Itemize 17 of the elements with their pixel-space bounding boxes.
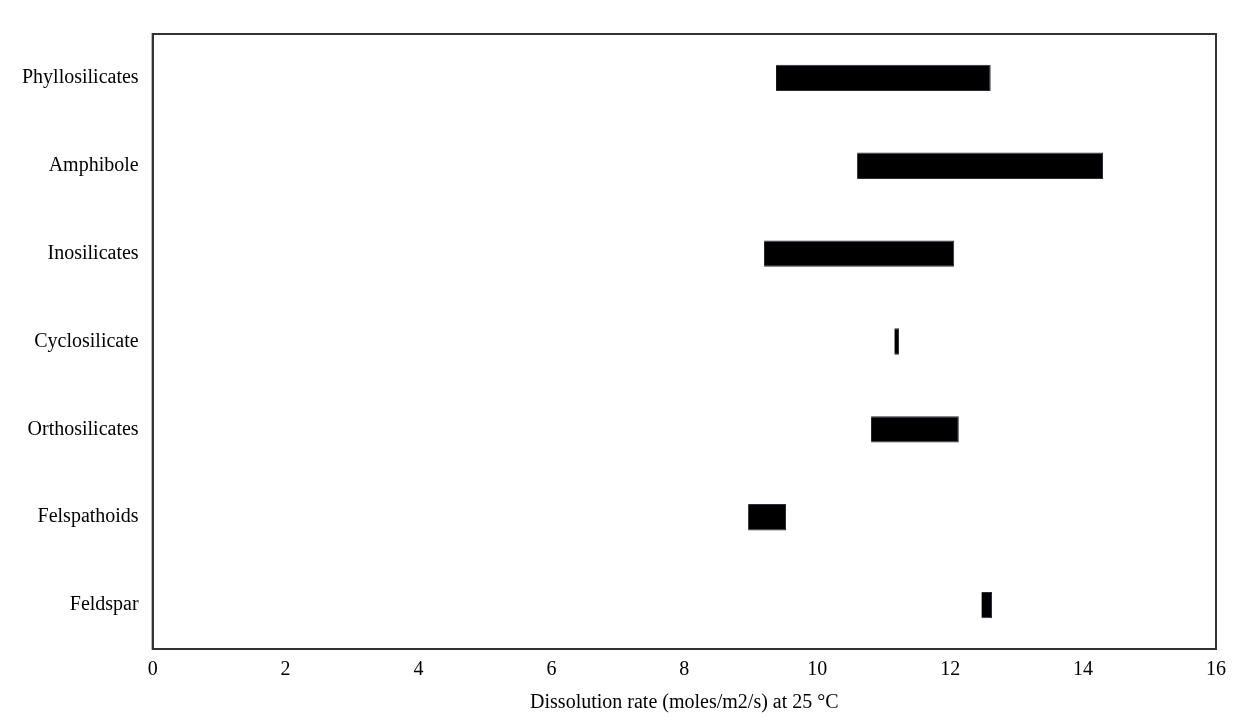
y-tick-label: Amphibole	[48, 153, 139, 177]
x-tick-label: 16	[1206, 657, 1226, 680]
x-tick-label: 14	[1073, 657, 1094, 680]
y-tick-label: Cyclosilicate	[34, 328, 139, 352]
x-tick-label: 10	[807, 657, 828, 680]
x-tick-label: 8	[679, 657, 690, 680]
x-tick-label: 0	[147, 657, 158, 680]
x-tick-label: 4	[413, 657, 424, 680]
x-tick-label: 6	[546, 657, 557, 680]
y-tick-label: Inosilicates	[47, 240, 139, 263]
y-tick-label: Felspathoids	[37, 504, 139, 528]
x-tick-label: 12	[940, 657, 961, 680]
x-axis-title: Dissolution rate (moles/m2/s) at 25 °C	[530, 690, 839, 714]
x-tick-label: 2	[280, 657, 291, 680]
y-tick-label: Phyllosilicates	[21, 65, 139, 89]
y-tick-label: Feldspar	[69, 592, 139, 616]
y-tick-label: Orthosilicates	[27, 416, 139, 439]
